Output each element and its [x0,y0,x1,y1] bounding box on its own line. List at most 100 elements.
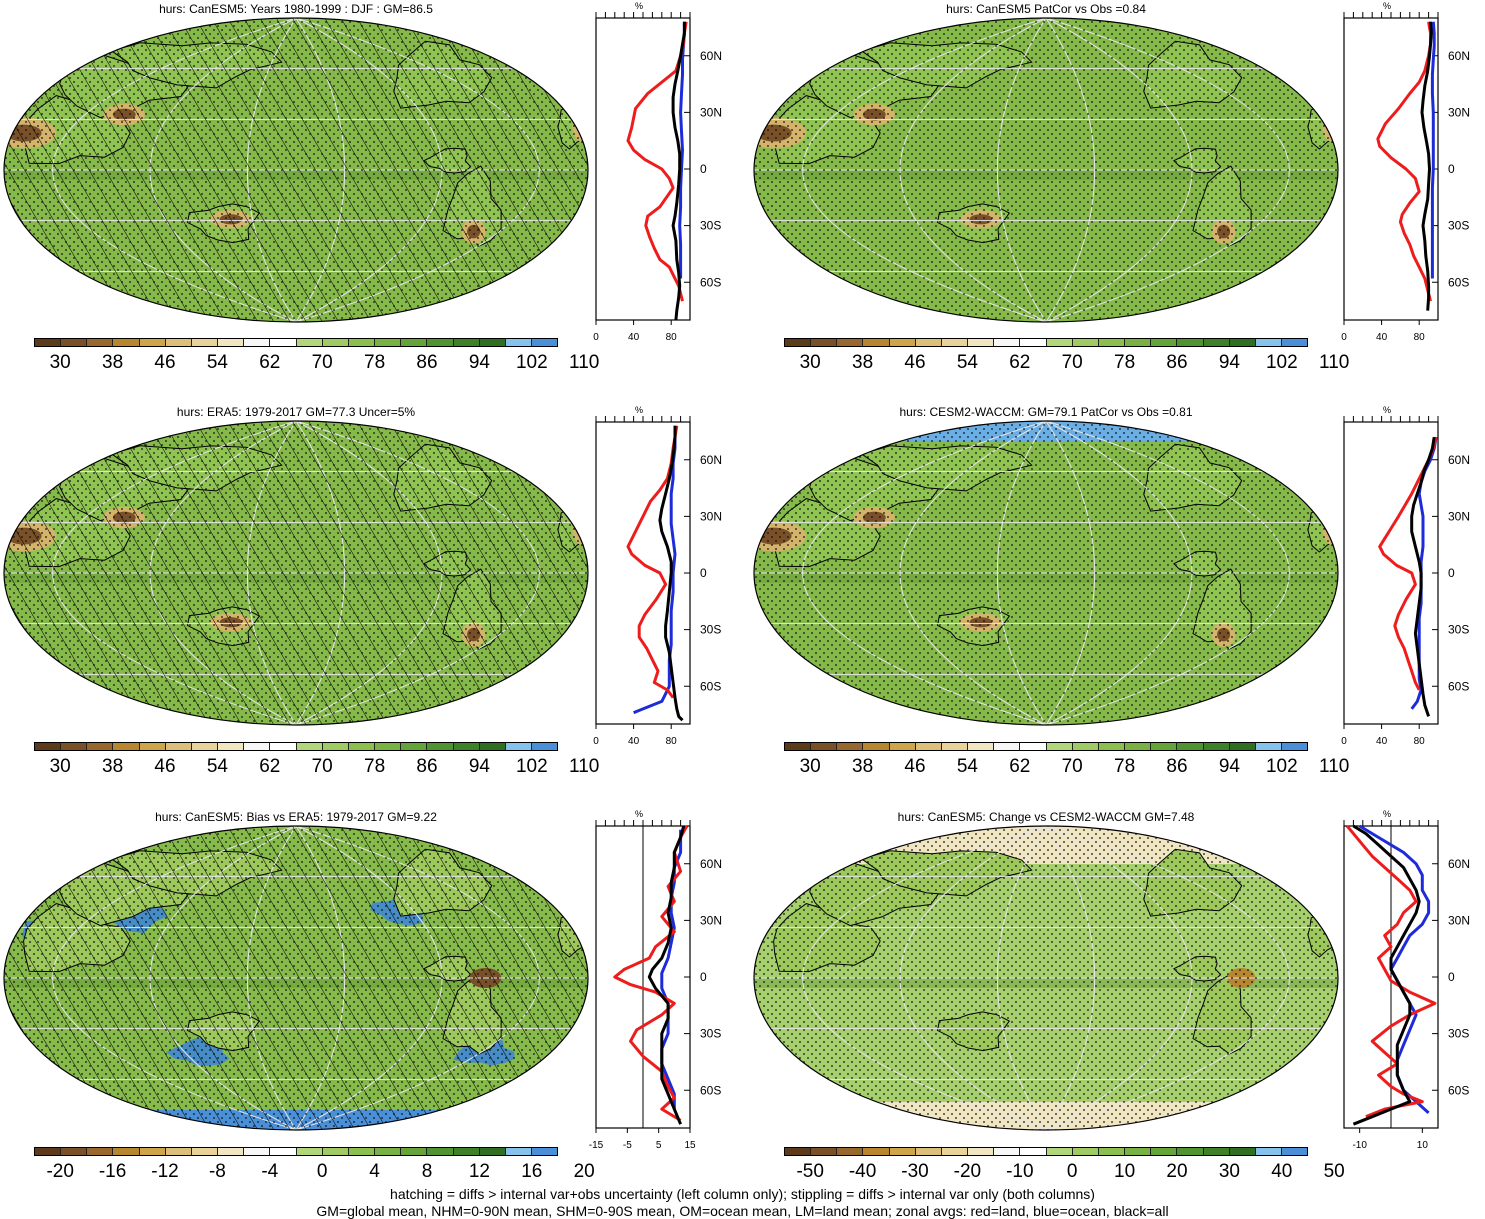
colorbar-tick-label: 50 [1323,1161,1345,1182]
colorbar-tick-label: 8 [421,1161,433,1182]
colorbar-swatch [811,339,838,346]
map-title-3: hurs: ERA5: 1979-2017 GM=77.3 Uncer=5% [176,405,416,419]
profile-x-label: 40 [1376,332,1388,343]
ocean-zonal-line [1358,824,1431,1115]
profile-x-label: 0 [1341,736,1347,747]
world-map-1 [3,17,589,323]
profile-lat-label: 30S [700,219,721,233]
colorbar-tick-label: -16 [98,1161,127,1182]
map-outline [753,420,1339,726]
colorbar-swatch [968,339,995,346]
profile-x-label: 10 [1417,1140,1429,1151]
colorbar-tick-label: 86 [416,352,438,373]
colorbar-swatch [941,743,969,750]
colorbar-swatch [505,339,532,346]
stippling [754,826,1338,1130]
footer-note-2: GM=global mean, NHM=0-90N mean, SHM=0-90… [316,1203,1169,1219]
ocean-zonal-line [1430,21,1436,279]
colorbar-tick-label: 0 [1066,1161,1078,1182]
colorbar-swatch [863,743,890,750]
profile-lat-label: 60S [700,679,721,693]
profile-lat-label: 60N [1448,453,1470,467]
colorbar-swatch [1281,743,1308,750]
colorbar-tick-label: 46 [904,352,926,373]
colorbar-tick-label: 12 [468,1161,490,1182]
colorbar-labels-1: 30 38 46 54 62 70 78 86 94 102 110 [34,352,600,374]
colorbar-tick-label: 110 [1319,352,1350,373]
colorbar-tick-label: 38 [852,756,874,777]
colorbar-swatch [531,1148,558,1155]
colorbar-tick-label: -10 [1006,1161,1034,1182]
colorbar-swatch [915,339,942,346]
colorbar-swatch [1072,743,1099,750]
colorbar-swatch [61,339,88,346]
profile-lat-label: 0 [700,970,707,984]
profile-lat-label: 60N [1448,49,1470,63]
colorbar-tick-label: 16 [521,1161,543,1182]
colorbar-swatch [1281,1148,1308,1155]
colorbar-2 [784,338,1308,347]
colorbar-swatch [941,1148,969,1155]
colorbar-tick-label: -12 [151,1161,179,1182]
colorbar-labels-5: -20 -16 -12 -8 -4 0 4 8 12 16 20 [34,1161,594,1183]
colorbar-tick-label: -30 [901,1161,929,1182]
colorbar-swatch [1177,339,1204,346]
profile-lat-label: 30N [1448,913,1470,927]
colorbar-swatch [1072,1148,1099,1155]
colorbar-tick-label: 78 [1114,352,1136,373]
map-outline [753,17,1339,323]
profile-lat-label: 60N [700,453,722,467]
colorbar-swatch [375,1148,402,1155]
colorbar-swatch [1020,1148,1047,1155]
colorbar-swatch [1177,743,1204,750]
colorbar-tick-label: -40 [848,1161,877,1182]
colorbar-swatch [479,743,506,750]
colorbar-swatch [889,339,916,346]
profile-lat-label: 0 [700,162,707,176]
all-zonal-line [658,425,684,722]
colorbar-swatch [244,743,271,750]
colorbar-tick-label: 70 [1061,756,1083,777]
colorbar-swatch [1098,1148,1126,1155]
colorbar-swatch [218,339,245,346]
colorbar-swatch [1229,339,1256,346]
colorbar-tick-label: 54 [206,756,228,777]
colorbar-swatch [427,743,454,750]
profile-x-label: -15 [589,1140,604,1151]
colorbar-swatch [479,339,506,346]
colorbar-swatch [296,743,323,750]
profile-lat-label: 0 [1448,566,1455,580]
colorbar-swatch [165,339,192,346]
profile-x-label: 40 [628,332,640,343]
profile-x-label: 80 [666,736,678,747]
colorbar-swatch [1125,1148,1152,1155]
colorbar-swatch [1098,339,1126,346]
colorbar-swatch [35,339,62,346]
map-title-5: hurs: CanESM5: Bias vs ERA5: 1979-2017 G… [155,810,437,824]
zonal-profile-2: % 60N 30N 0 30S 60S 0 40 80 [1341,1,1470,343]
profile-lat-label: 0 [1448,970,1455,984]
map-outline [3,17,589,323]
profile-lat-label: 30S [1448,219,1469,233]
land-zonal-line [626,21,688,302]
colorbar-swatch [87,339,114,346]
colorbar-swatch [113,743,140,750]
colorbar-swatch [191,743,219,750]
profile-x-label: 0 [593,736,599,747]
colorbar-swatch [1020,743,1047,750]
colorbar-tick-label: 30 [49,352,71,373]
stippling [754,18,1338,322]
colorbar-labels-4: 30 38 46 54 62 70 78 86 94 102 110 [784,756,1350,778]
colorbar-tick-label: 70 [311,756,333,777]
colorbar-swatch [863,1148,890,1155]
colorbar-swatch [968,743,995,750]
colorbar-swatch [531,743,558,750]
colorbar-swatch [1203,1148,1230,1155]
colorbar-4 [784,742,1308,751]
colorbar-swatch [375,339,402,346]
colorbar-swatch [785,1148,812,1155]
colorbar-swatch [1255,1148,1282,1155]
profile-lat-label: 30N [700,509,722,523]
colorbar-tick-label: 78 [1114,756,1136,777]
colorbar-swatch [139,1148,166,1155]
